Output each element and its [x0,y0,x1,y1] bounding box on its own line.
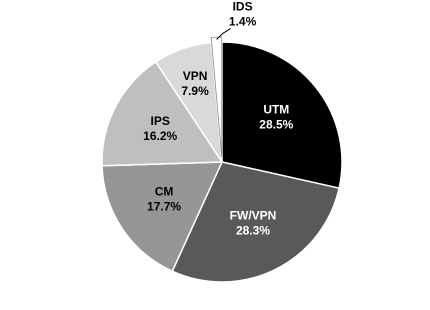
leader-line [216,28,231,40]
category-label: IPS [151,114,170,128]
pie-slice [101,161,224,273]
value-label: 28.5% [259,118,293,132]
pie-slice [210,36,223,158]
category-label: UTM [263,103,289,117]
value-label: 28.3% [236,223,270,237]
category-label: IDS [233,0,253,14]
category-label: FW/VPN [230,208,277,222]
pie-slice [171,161,341,283]
category-label: CM [155,185,174,199]
value-label: 17.7% [147,200,181,214]
value-label: 1.4% [229,15,257,29]
value-label: 16.2% [143,129,177,143]
pie-slice [221,41,343,190]
category-label: VPN [183,69,208,83]
pie-slice [101,60,224,167]
value-label: 7.9% [181,84,209,98]
